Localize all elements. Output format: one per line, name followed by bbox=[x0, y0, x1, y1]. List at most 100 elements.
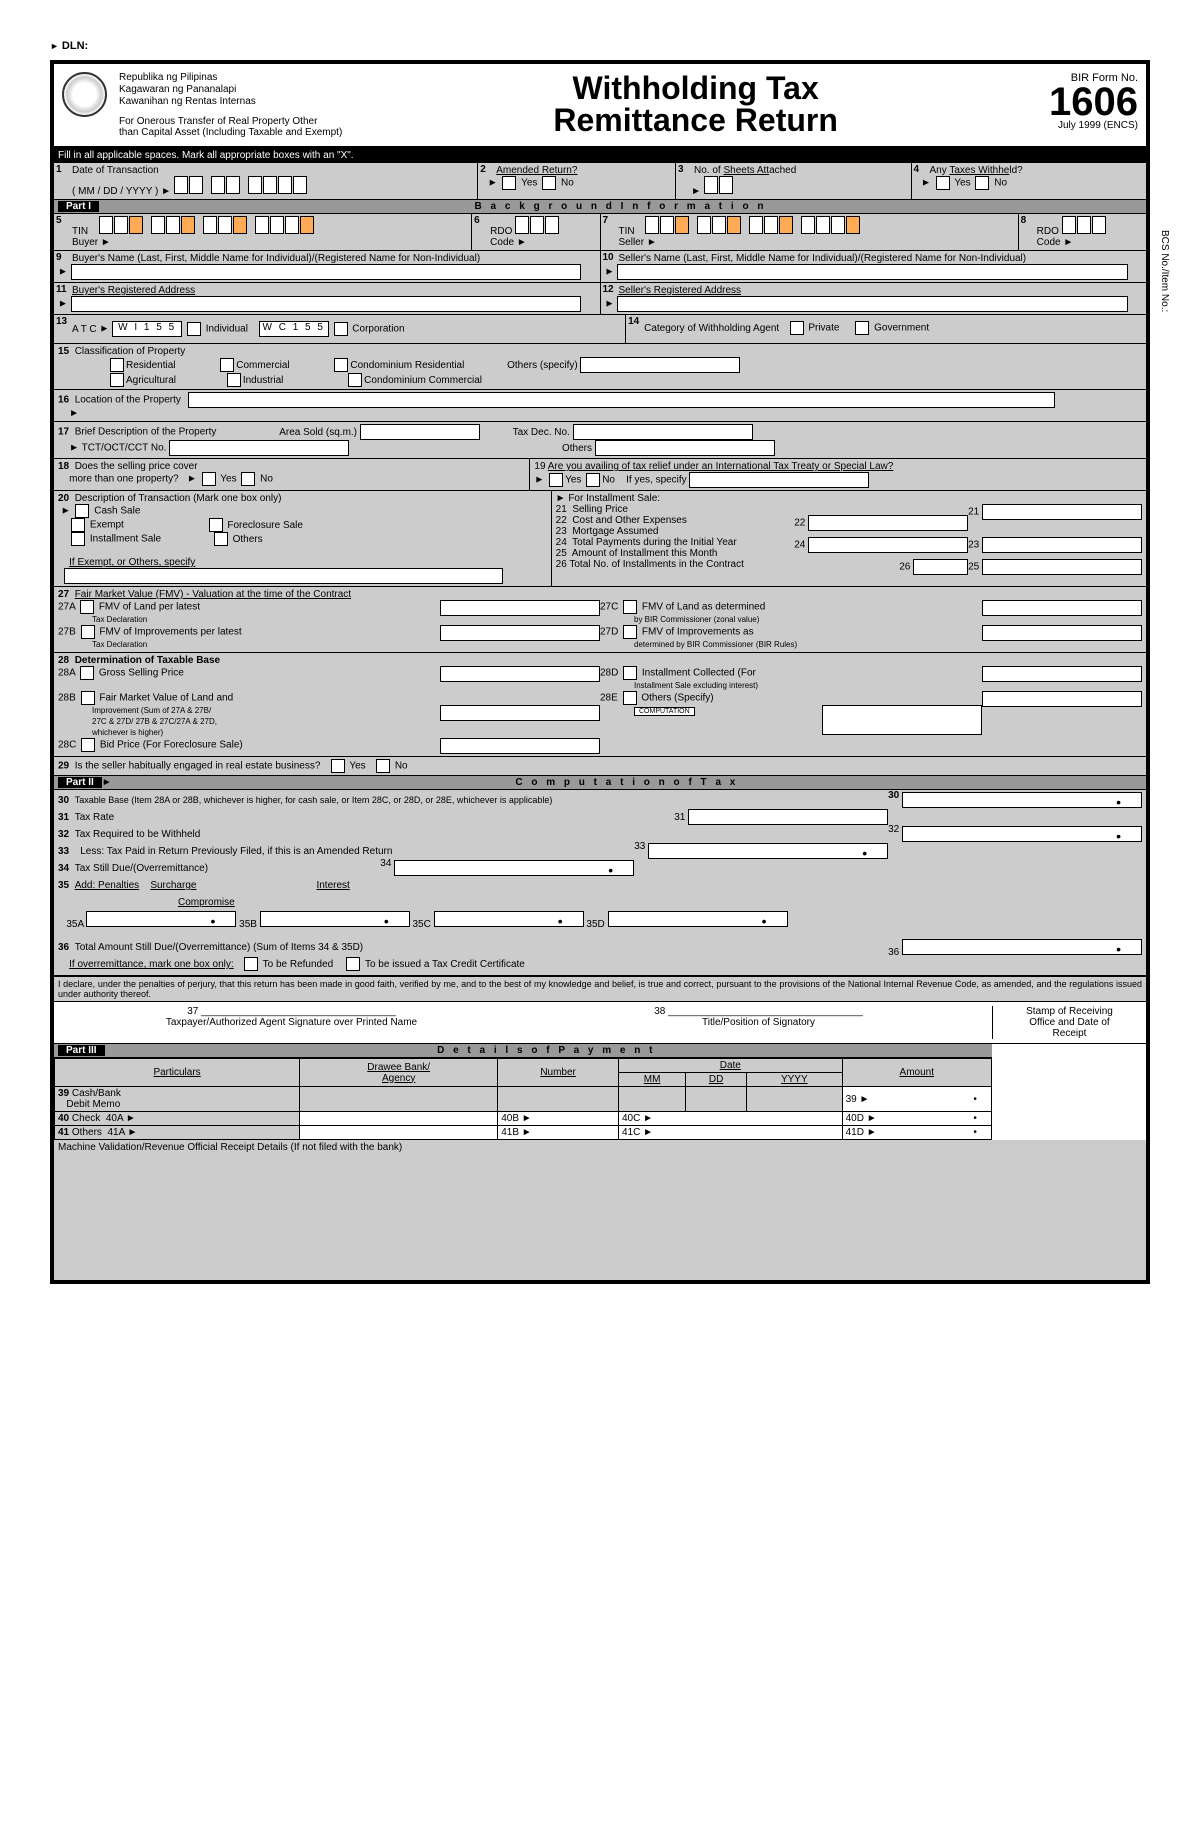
cat-gov[interactable] bbox=[855, 321, 869, 335]
payment-table: Particulars Drawee Bank/Agency Number Da… bbox=[54, 1058, 992, 1140]
selling-price[interactable] bbox=[982, 504, 1142, 520]
cls-res[interactable] bbox=[110, 358, 124, 372]
total-due[interactable] bbox=[902, 939, 1142, 955]
atc-corp[interactable] bbox=[334, 322, 348, 336]
27c[interactable] bbox=[982, 600, 1142, 616]
republika: Republika ng Pilipinas Kagawaran ng Pana… bbox=[119, 72, 342, 108]
cls-ind[interactable] bbox=[227, 373, 241, 387]
trans-cash[interactable] bbox=[75, 504, 89, 518]
buyer-name[interactable] bbox=[71, 264, 582, 280]
buyer-rdo[interactable] bbox=[515, 216, 559, 234]
28c-chk[interactable] bbox=[81, 738, 95, 752]
relief-yes[interactable] bbox=[549, 473, 563, 487]
cls-com[interactable] bbox=[220, 358, 234, 372]
28e[interactable] bbox=[982, 691, 1142, 707]
for-onerous: For Onerous Transfer of Real Property Ot… bbox=[119, 116, 342, 138]
amt-inst[interactable] bbox=[982, 559, 1142, 575]
cat-private[interactable] bbox=[790, 321, 804, 335]
mortgage[interactable] bbox=[982, 537, 1142, 553]
date-transaction[interactable] bbox=[174, 176, 307, 194]
seller-name[interactable] bbox=[617, 264, 1128, 280]
withheld-yes[interactable] bbox=[936, 176, 950, 190]
stamp-area: Stamp of ReceivingOffice and Date ofRece… bbox=[992, 1006, 1142, 1039]
cls-agr[interactable] bbox=[110, 373, 124, 387]
part2-header: Part II►C o m p u t a t i o n o f T a x bbox=[54, 776, 1146, 790]
41a[interactable] bbox=[300, 1126, 498, 1140]
27a[interactable] bbox=[440, 600, 600, 616]
40a[interactable] bbox=[300, 1112, 498, 1126]
total-pay[interactable] bbox=[808, 537, 968, 553]
part3-header: Part IIID e t a i l s o f P a y m e n t bbox=[54, 1044, 992, 1058]
form-number: BIR Form No. 1606 July 1999 (ENCS) bbox=[1049, 72, 1138, 138]
atc-individual[interactable] bbox=[187, 322, 201, 336]
27a-chk[interactable] bbox=[80, 600, 94, 614]
relief-no[interactable] bbox=[586, 473, 600, 487]
27d-chk[interactable] bbox=[623, 625, 637, 639]
amended-no[interactable] bbox=[542, 176, 556, 190]
machine-validation: Machine Validation/Revenue Official Rece… bbox=[54, 1140, 1146, 1280]
side-label: BCS No./Item No.: bbox=[1159, 230, 1170, 312]
tcc[interactable] bbox=[346, 957, 360, 971]
exempt-specify[interactable] bbox=[64, 568, 504, 584]
area-sold[interactable] bbox=[360, 424, 480, 440]
28a[interactable] bbox=[440, 666, 600, 682]
tct-no[interactable] bbox=[169, 440, 349, 456]
trans-oth[interactable] bbox=[214, 532, 228, 546]
27b[interactable] bbox=[440, 625, 600, 641]
others-17[interactable] bbox=[595, 440, 775, 456]
more-yes[interactable] bbox=[202, 472, 216, 486]
more-no[interactable] bbox=[241, 472, 255, 486]
seal-icon bbox=[62, 72, 107, 117]
35a[interactable] bbox=[86, 911, 236, 927]
cls-condo-r[interactable] bbox=[334, 358, 348, 372]
form-title: Withholding Tax Remittance Return bbox=[342, 72, 1049, 138]
tax-paid[interactable] bbox=[648, 843, 888, 859]
part1-header: Part IB a c k g r o u n d I n f o r m a … bbox=[54, 200, 1146, 214]
atc-wi: W I 1 5 5 bbox=[112, 321, 182, 337]
refund[interactable] bbox=[244, 957, 258, 971]
seller-address[interactable] bbox=[617, 296, 1128, 312]
total-inst[interactable] bbox=[913, 559, 968, 575]
28b[interactable] bbox=[440, 705, 600, 721]
28d[interactable] bbox=[982, 666, 1142, 682]
28c[interactable] bbox=[440, 738, 600, 754]
cost-expenses[interactable] bbox=[808, 515, 968, 531]
28e-chk[interactable] bbox=[623, 691, 637, 705]
amended-yes[interactable] bbox=[502, 176, 516, 190]
tax-due[interactable] bbox=[394, 860, 634, 876]
buyer-address[interactable] bbox=[71, 296, 582, 312]
withheld-no[interactable] bbox=[975, 176, 989, 190]
tax-rate[interactable] bbox=[688, 809, 888, 825]
35b[interactable] bbox=[260, 911, 410, 927]
form-1606: Republika ng Pilipinas Kagawaran ng Pana… bbox=[50, 60, 1150, 1284]
sheets-attached[interactable] bbox=[704, 176, 733, 194]
atc-wc: W C 1 5 5 bbox=[259, 321, 329, 337]
28comp[interactable] bbox=[822, 705, 982, 735]
location[interactable] bbox=[188, 392, 1055, 408]
27b-chk[interactable] bbox=[81, 625, 95, 639]
35d[interactable] bbox=[608, 911, 788, 927]
trans-exempt[interactable] bbox=[71, 518, 85, 532]
buyer-tin[interactable] bbox=[99, 216, 314, 234]
trans-fore[interactable] bbox=[209, 518, 223, 532]
27c-chk[interactable] bbox=[623, 600, 637, 614]
28b-chk[interactable] bbox=[81, 691, 95, 705]
fill-instruction: Fill in all applicable spaces. Mark all … bbox=[54, 148, 1146, 163]
seller-rdo[interactable] bbox=[1062, 216, 1106, 234]
relief-specify[interactable] bbox=[689, 472, 869, 488]
29-no[interactable] bbox=[376, 759, 390, 773]
29-yes[interactable] bbox=[331, 759, 345, 773]
cls-condo-c[interactable] bbox=[348, 373, 362, 387]
28a-chk[interactable] bbox=[80, 666, 94, 680]
cls-other[interactable] bbox=[580, 357, 740, 373]
declaration: I declare, under the penalties of perjur… bbox=[54, 976, 1146, 1002]
27d[interactable] bbox=[982, 625, 1142, 641]
tax-dec[interactable] bbox=[573, 424, 753, 440]
35c[interactable] bbox=[434, 911, 584, 927]
trans-inst[interactable] bbox=[71, 532, 85, 546]
tax-withheld[interactable] bbox=[902, 826, 1142, 842]
taxable-base[interactable] bbox=[902, 792, 1142, 808]
28d-chk[interactable] bbox=[623, 666, 637, 680]
seller-tin[interactable] bbox=[645, 216, 860, 234]
dln-label: DLN: bbox=[50, 40, 1150, 52]
